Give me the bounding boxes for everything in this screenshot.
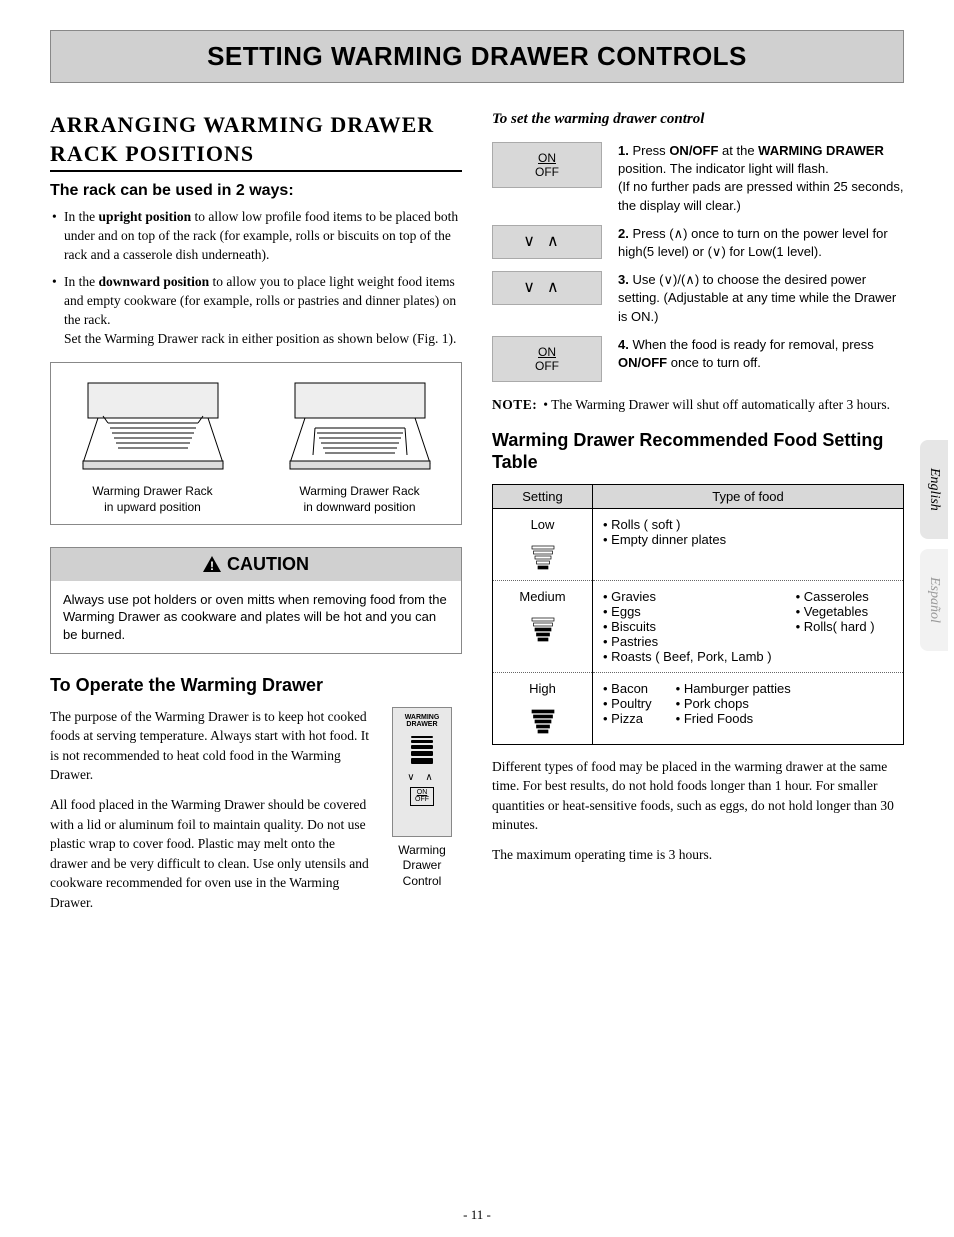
step-text: 3. Use (∨)/(∧) to choose the desired pow… [618,271,904,326]
operate-text: The purpose of the Warming Drawer is to … [50,707,370,923]
steps-list: ONOFF 1. Press ON/OFF at the WARMING DRAW… [492,142,904,382]
food-cell: GraviesEggsBiscuitsPastriesRoasts ( Beef… [593,580,904,672]
cp-onoff-icon: ON OFF [410,787,434,806]
step-text: 2. Press (∧) once to turn on the power l… [618,225,904,261]
cp-bars-icon [411,736,433,764]
step-row: ONOFF 4. When the food is ready for remov… [492,336,904,382]
step-text: 4. When the food is ready for removal, p… [618,336,904,372]
arrow-buttons-icon: ∨∧ [492,271,602,305]
page-number: - 11 - [0,1207,954,1223]
food-table-heading: Warming Drawer Recommended Food Setting … [492,429,904,474]
operate-para2: All food placed in the Warming Drawer sh… [50,795,370,912]
fig-upward: Warming Drawer Rackin upward position [59,373,246,515]
cp-label: WARMINGDRAWER [405,714,440,728]
food-cell: Rolls ( soft )Empty dinner plates [593,508,904,580]
operate-heading: To Operate the Warming Drawer [50,674,462,697]
note-label: NOTE: [492,396,537,415]
table-row: HighBaconPoultryPizzaHamburger pattiesPo… [493,672,904,744]
lang-tab-english[interactable]: English [920,440,948,539]
lang-tab-espanol[interactable]: Español [920,549,948,651]
caution-header: ! CAUTION [51,548,461,581]
control-caption: WarmingDrawerControl [382,843,462,890]
caution-body: Always use pot holders or oven mitts whe… [51,581,461,654]
th-setting: Setting [493,484,593,508]
rack-ways-list: In the upright position to allow low pro… [50,208,462,348]
foot-para2: The maximum operating time is 3 hours. [492,845,904,865]
right-column: To set the warming drawer control ONOFF 1… [492,111,904,922]
setting-cell: Low [493,508,593,580]
caution-box: ! CAUTION Always use pot holders or oven… [50,547,462,655]
cp-arrows-icon: ∨ ∧ [407,772,436,783]
caution-label: CAUTION [227,554,309,575]
control-panel-icon: WARMINGDRAWER ∨ ∧ ON OFF [392,707,452,837]
drawer-upward-icon [78,373,228,473]
set-control-title: To set the warming drawer control [492,111,904,128]
operate-para1: The purpose of the Warming Drawer is to … [50,707,370,785]
foot-para1: Different types of food may be placed in… [492,757,904,835]
bullet-downward: In the downward position to allow you to… [50,273,462,349]
fig-downward: Warming Drawer Rackin downward position [266,373,453,515]
arrow-buttons-icon: ∨∧ [492,225,602,259]
th-food: Type of food [593,484,904,508]
two-column-layout: ARRANGING WARMING DRAWER RACK POSITIONS … [50,111,904,922]
left-column: ARRANGING WARMING DRAWER RACK POSITIONS … [50,111,462,922]
food-setting-table: Setting Type of food LowRolls ( soft )Em… [492,484,904,745]
drawer-downward-icon [285,373,435,473]
step-row: ∨∧ 3. Use (∨)/(∧) to choose the desired p… [492,271,904,326]
table-row: LowRolls ( soft )Empty dinner plates [493,508,904,580]
setting-cell: High [493,672,593,744]
fig-downward-caption: Warming Drawer Rackin downward position [266,484,453,515]
setting-cell: Medium [493,580,593,672]
food-cell: BaconPoultryPizzaHamburger pattiesPork c… [593,672,904,744]
figure-box: Warming Drawer Rackin upward position [50,362,462,524]
warning-icon: ! [203,556,221,572]
arranging-heading: ARRANGING WARMING DRAWER RACK POSITIONS [50,111,462,172]
bullet-upright: In the upright position to allow low pro… [50,208,462,265]
onoff-button-icon: ONOFF [492,142,602,188]
rack-ways-heading: The rack can be used in 2 ways: [50,182,462,200]
fig-upward-caption: Warming Drawer Rackin upward position [59,484,246,515]
svg-text:!: ! [210,559,214,572]
language-tabs: English Español [920,440,948,661]
note-text: • The Warming Drawer will shut off autom… [543,396,890,415]
page-banner: SETTING WARMING DRAWER CONTROLS [50,30,904,83]
control-figure: WARMINGDRAWER ∨ ∧ ON OFF WarmingDrawerCo… [382,707,462,890]
note-row: NOTE: • The Warming Drawer will shut off… [492,396,904,415]
step-row: ONOFF 1. Press ON/OFF at the WARMING DRAW… [492,142,904,215]
step-text: 1. Press ON/OFF at the WARMING DRAWER po… [618,142,904,215]
table-row: MediumGraviesEggsBiscuitsPastriesRoasts … [493,580,904,672]
step-row: ∨∧ 2. Press (∧) once to turn on the power… [492,225,904,261]
onoff-button-icon: ONOFF [492,336,602,382]
